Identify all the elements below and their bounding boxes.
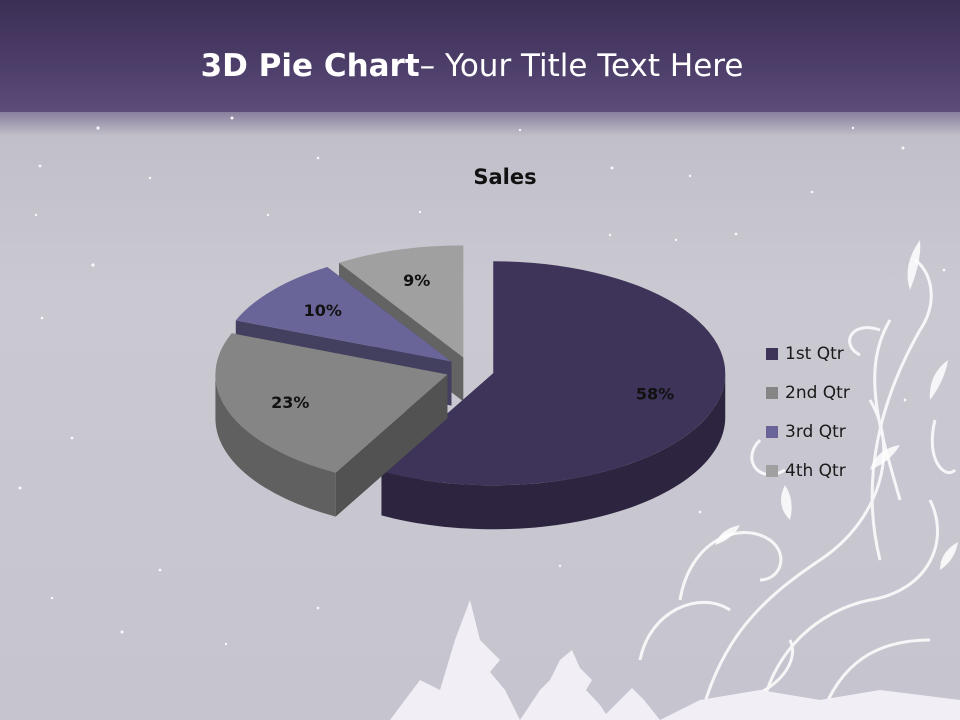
slide-title[interactable]: 3D Pie Chart– Your Title Text Here <box>0 48 944 84</box>
legend-item-4th-qtr[interactable]: 4th Qtr <box>766 451 850 490</box>
slide-title-bold: 3D Pie Chart <box>200 48 420 84</box>
legend-label: 2nd Qtr <box>785 382 850 403</box>
slide-title-rest: – Your Title Text Here <box>419 48 744 84</box>
legend-swatch <box>766 464 778 477</box>
legend-label: 3rd Qtr <box>785 421 846 442</box>
data-label-4th-qtr: 9% <box>403 271 430 290</box>
chart-legend: 1st Qtr 2nd Qtr 3rd Qtr 4th Qtr <box>766 334 850 490</box>
stars-decoration <box>18 116 946 646</box>
pie-slice-1st-qtr[interactable] <box>381 261 726 530</box>
slice-top <box>215 333 448 473</box>
slice-top <box>338 245 464 358</box>
legend-label: 1st Qtr <box>785 343 844 364</box>
slice-top <box>381 261 726 486</box>
pie-labels: 9% 10% 58% 23% <box>271 271 674 412</box>
header-fade <box>0 112 960 136</box>
legend-swatch <box>766 386 778 399</box>
slide-header <box>0 0 960 112</box>
legend-swatch <box>766 347 778 360</box>
slice-wall <box>381 373 726 530</box>
data-label-2nd-qtr: 23% <box>271 393 309 412</box>
legend-swatch <box>766 425 778 438</box>
legend-label: 4th Qtr <box>785 460 846 481</box>
legend-item-2nd-qtr[interactable]: 2nd Qtr <box>766 373 850 412</box>
data-label-3rd-qtr: 10% <box>304 301 342 320</box>
slice-top <box>235 267 452 362</box>
legend-item-3rd-qtr[interactable]: 3rd Qtr <box>766 412 850 451</box>
data-label-1st-qtr: 58% <box>636 384 674 403</box>
leaf-decoration <box>715 240 958 570</box>
pie-sides <box>215 245 726 530</box>
pie-slice-2nd-qtr[interactable] <box>215 333 448 517</box>
slice-wall <box>215 374 336 517</box>
legend-item-1st-qtr[interactable]: 1st Qtr <box>766 334 850 373</box>
trees-decoration <box>390 600 960 720</box>
chart-title: Sales <box>473 165 537 189</box>
